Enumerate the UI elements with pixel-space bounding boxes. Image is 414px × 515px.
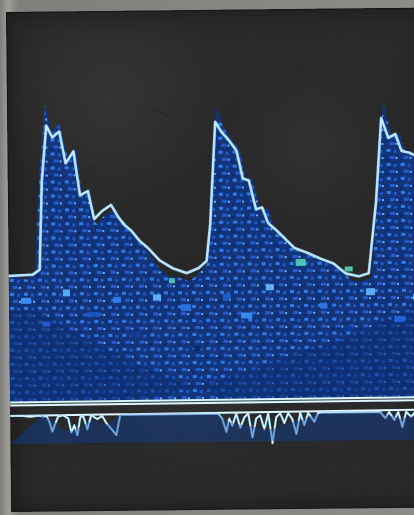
spectral-fill: [7, 101, 414, 404]
flow-speckles: [20, 258, 414, 352]
lower-spectrum: [10, 410, 414, 445]
doppler-waveform: [7, 101, 414, 445]
doppler-scan: [6, 7, 414, 512]
